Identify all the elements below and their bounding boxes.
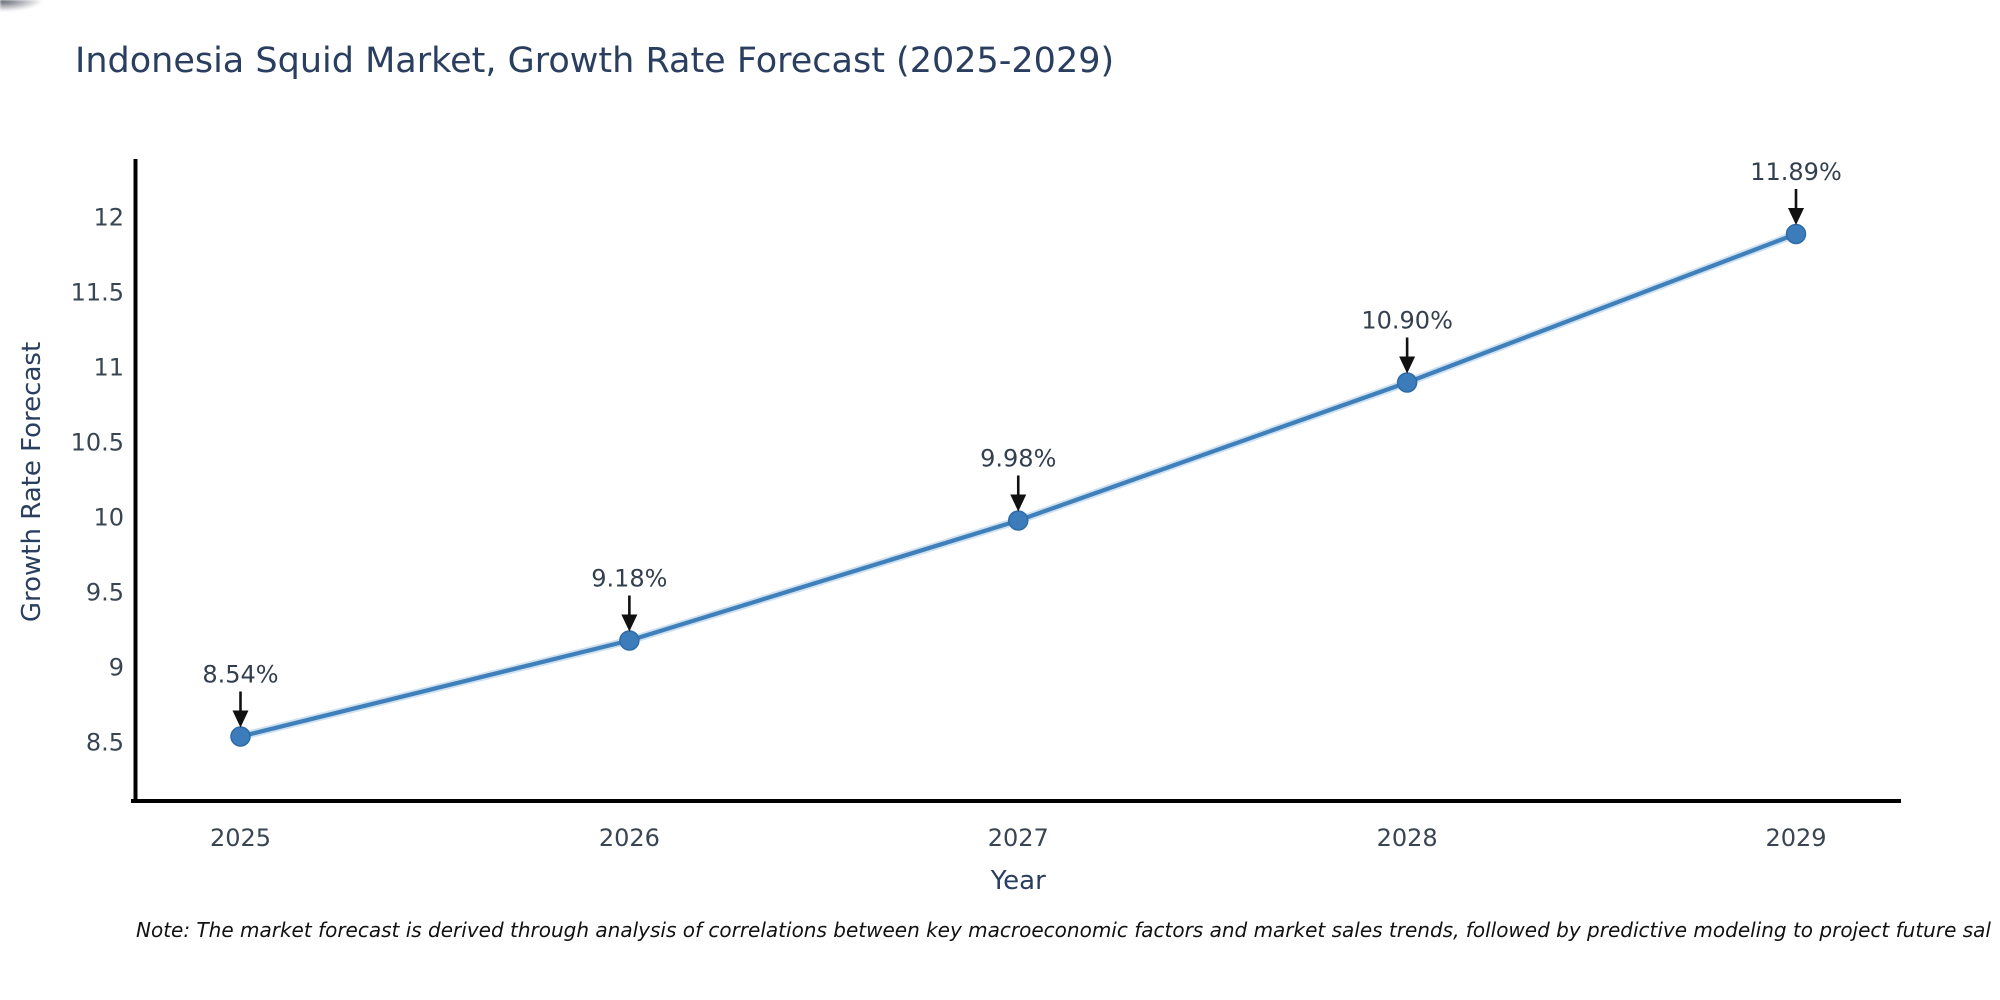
y-tick-label: 8.5 (86, 729, 124, 757)
point-annotation: 11.89% (1750, 158, 1842, 186)
y-tick-label: 12 (93, 204, 124, 232)
footnote: Note: The market forecast is derived thr… (136, 918, 1991, 942)
data-point (1396, 372, 1418, 393)
y-tick-label: 10 (93, 504, 124, 532)
data-point (1785, 223, 1807, 245)
x-tick-label: 2025 (210, 824, 271, 852)
chart-title: Indonesia Squid Market, Growth Rate Fore… (75, 41, 1115, 81)
annotation-arrow-head (1010, 494, 1027, 512)
point-annotation: 8.54% (202, 661, 278, 689)
annotation-arrow-head (1788, 208, 1805, 225)
x-tick-label: 2027 (988, 824, 1049, 852)
x-axis-title: Year (990, 866, 1046, 896)
x-tick-label: 2028 (1377, 824, 1438, 852)
x-tick-label: 2026 (599, 824, 660, 852)
y-tick-label: 11 (93, 354, 124, 382)
point-annotation: 10.90% (1361, 307, 1453, 335)
point-annotation: 9.98% (980, 445, 1056, 473)
data-point (1008, 510, 1029, 531)
x-tick-label: 2029 (1765, 824, 1826, 852)
point-annotation: 9.18% (591, 565, 667, 593)
annotation-arrow-head (232, 710, 249, 728)
annotation-arrow-head (1399, 356, 1416, 374)
y-tick-label: 9 (109, 654, 124, 682)
y-axis-title: Growth Rate Forecast (17, 342, 47, 622)
data-point (619, 630, 640, 651)
y-tick-label: 10.5 (71, 429, 124, 457)
y-tick-label: 11.5 (71, 279, 124, 307)
data-point (230, 726, 251, 747)
y-tick-label: 9.5 (86, 579, 124, 607)
annotation-arrow-head (621, 614, 638, 632)
